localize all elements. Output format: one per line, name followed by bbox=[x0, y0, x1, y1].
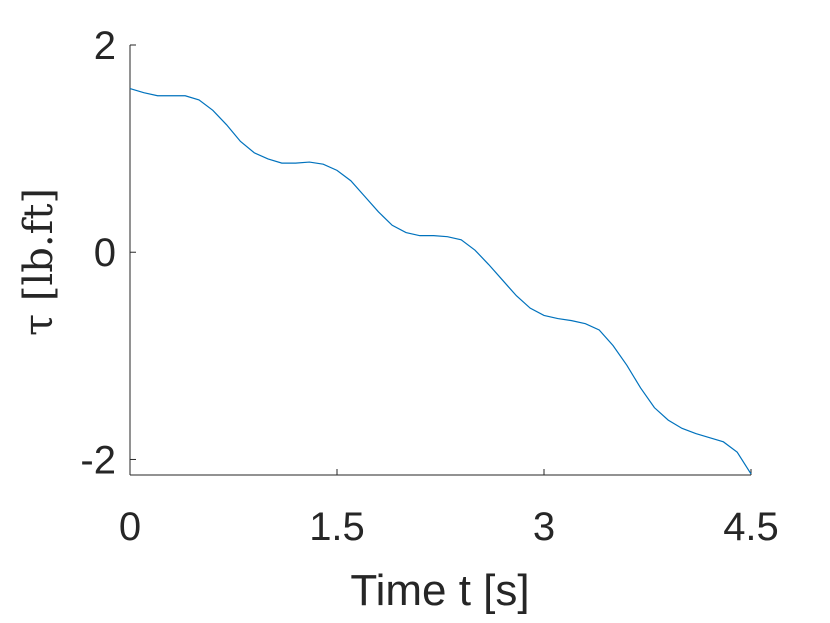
x-axis-label: Time t [s] bbox=[350, 566, 529, 615]
x-tick-label: 1.5 bbox=[309, 505, 365, 549]
x-tick-label: 3 bbox=[533, 505, 555, 549]
y-tick-label: -2 bbox=[80, 438, 116, 482]
x-tick-label: 4.5 bbox=[723, 505, 779, 549]
x-tick-label: 0 bbox=[119, 505, 141, 549]
y-tick-label: 2 bbox=[94, 24, 116, 68]
y-tick-label: 0 bbox=[94, 231, 116, 275]
data-line bbox=[129, 87, 752, 475]
y-axis-label: τ [lb.ft] bbox=[16, 188, 62, 336]
